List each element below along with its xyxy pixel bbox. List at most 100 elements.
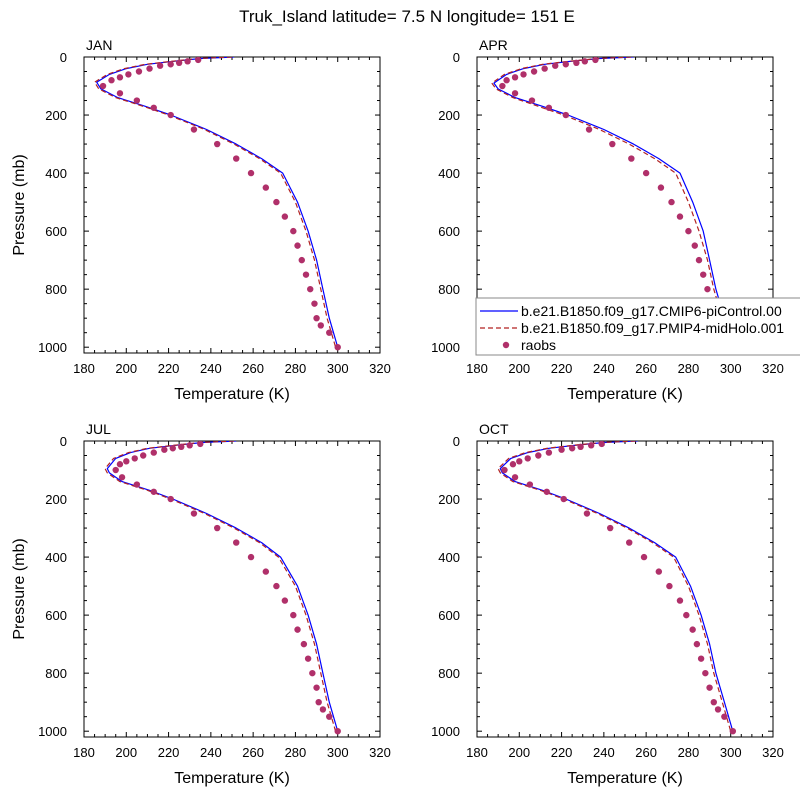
- x-tick-label: 300: [720, 745, 742, 760]
- raobs-point: [140, 452, 147, 459]
- raobs-point: [516, 458, 523, 465]
- raobs-point: [319, 706, 327, 713]
- x-tick-label: 260: [242, 361, 264, 376]
- raobs-point: [150, 488, 157, 495]
- raobs-point: [317, 322, 324, 329]
- raobs-point: [281, 213, 289, 220]
- raobs-point: [640, 553, 648, 561]
- raobs-point: [704, 285, 711, 293]
- raobs-point: [560, 495, 567, 503]
- raobs-point: [499, 82, 506, 90]
- y-tick-label: 1000: [431, 340, 460, 355]
- x-tick-label: 320: [762, 745, 784, 760]
- raobs-point: [511, 74, 519, 81]
- plot-frame: [476, 440, 774, 738]
- raobs-point: [668, 198, 675, 206]
- raobs-point: [184, 58, 191, 65]
- legend-label: raobs: [521, 337, 556, 353]
- raobs-point: [598, 441, 605, 448]
- x-tick-label: 320: [369, 745, 391, 760]
- raobs-point: [146, 65, 153, 72]
- x-tick-label: 200: [115, 745, 137, 760]
- raobs-point: [194, 57, 202, 64]
- raobs-point: [706, 684, 713, 691]
- x-tick-label: 240: [593, 745, 615, 760]
- raobs-point: [702, 669, 709, 677]
- raobs-point: [642, 169, 650, 177]
- x-tick-label: 260: [635, 745, 657, 760]
- raobs-point: [190, 126, 198, 133]
- raobs-point: [167, 111, 174, 119]
- raobs-point: [552, 62, 559, 69]
- raobs-point: [133, 481, 141, 488]
- raobs-point: [313, 314, 320, 322]
- y-tick-label: 600: [45, 224, 67, 239]
- raobs-point: [577, 443, 584, 451]
- raobs-point: [133, 97, 141, 104]
- raobs-point: [262, 184, 270, 191]
- raobs-point: [125, 71, 132, 78]
- raobs-point: [626, 539, 633, 546]
- raobs-point: [334, 343, 341, 351]
- x-axis-label: Temperature (K): [567, 386, 683, 403]
- y-tick-label: 400: [438, 550, 460, 565]
- raobs-point: [581, 58, 589, 65]
- raobs-point: [135, 68, 143, 75]
- y-tick-label: 400: [45, 166, 67, 181]
- raobs-point: [535, 452, 542, 459]
- x-tick-label: 220: [551, 745, 573, 760]
- y-tick-label: 200: [45, 492, 67, 507]
- raobs-point: [150, 449, 157, 456]
- raobs-point: [685, 227, 692, 235]
- panel-label: APR: [479, 37, 508, 53]
- x-tick-label: 200: [115, 361, 137, 376]
- x-tick-label: 320: [369, 361, 391, 376]
- raobs-point: [592, 57, 599, 64]
- x-axis-label: Temperature (K): [567, 770, 683, 787]
- x-tick-label: 220: [158, 745, 180, 760]
- raobs-point: [695, 256, 703, 264]
- y-tick-label: 1000: [431, 724, 460, 739]
- x-tick-label: 180: [73, 745, 95, 760]
- raobs-point: [530, 68, 538, 75]
- y-tick-label: 0: [60, 434, 67, 449]
- legend-label: b.e21.B1850.f09_g17.CMIP6-piControl.00: [521, 303, 782, 319]
- raobs-point: [700, 271, 707, 278]
- y-tick-label: 600: [438, 224, 460, 239]
- raobs-point: [313, 684, 320, 691]
- raobs-point: [609, 140, 616, 148]
- y-tick-label: 1000: [38, 724, 67, 739]
- y-tick-label: 0: [453, 50, 460, 65]
- raobs-point: [714, 706, 722, 713]
- raobs-point: [683, 611, 690, 619]
- raobs-point: [729, 727, 737, 735]
- raobs-point: [307, 285, 314, 293]
- raobs-point: [123, 458, 130, 465]
- raobs-point: [676, 213, 684, 220]
- raobs-point: [169, 445, 176, 452]
- raobs-point: [545, 449, 553, 456]
- raobs-point: [131, 455, 138, 462]
- figure-title: Truk_Island latitude= 7.5 N longitude= 1…: [239, 7, 575, 26]
- x-tick-label: 180: [466, 745, 488, 760]
- raobs-point: [697, 655, 705, 662]
- x-tick-label: 320: [762, 361, 784, 376]
- y-tick-label: 800: [45, 282, 67, 297]
- raobs-point: [300, 640, 308, 648]
- x-tick-label: 240: [200, 745, 222, 760]
- x-tick-label: 300: [720, 361, 742, 376]
- raobs-point: [528, 97, 536, 104]
- raobs-point: [583, 510, 591, 517]
- panel-jan: 180 200 220 240 260 280 300 320 0 200 400 600 800 100…: [11, 37, 391, 403]
- raobs-point: [290, 611, 297, 619]
- y-tick-label: 0: [60, 50, 67, 65]
- raobs-point: [150, 104, 157, 111]
- x-tick-label: 200: [508, 361, 530, 376]
- raobs-point: [190, 510, 198, 517]
- x-tick-label: 280: [678, 745, 700, 760]
- raobs-point: [520, 71, 527, 78]
- raobs-point: [118, 474, 126, 481]
- raobs-point: [511, 474, 519, 481]
- raobs-point: [298, 256, 305, 264]
